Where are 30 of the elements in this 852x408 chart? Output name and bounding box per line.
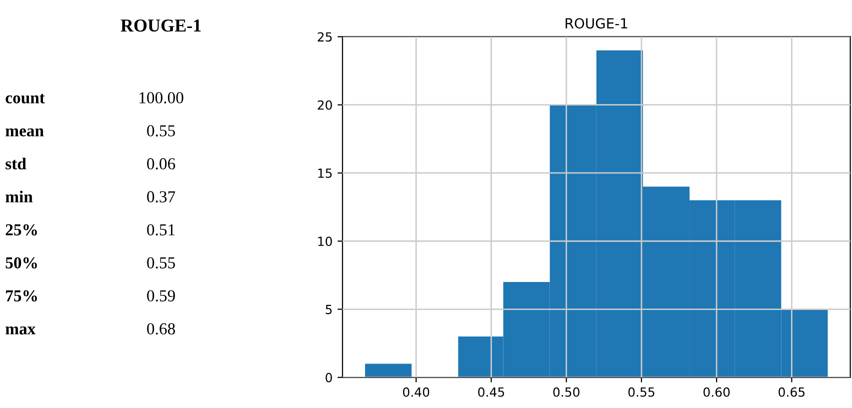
y-tick-label: 15 — [318, 168, 332, 178]
text: 0.68 — [147, 323, 175, 335]
text: 100.00 — [140, 92, 184, 104]
text: 0.59 — [147, 290, 175, 302]
chart-title: ROUGE-1 — [566, 18, 628, 29]
text: count — [6, 94, 45, 104]
x-tick-label: 0.65 — [778, 387, 805, 397]
y-tick-label: 0 — [326, 372, 332, 382]
x-tick-label: 0.60 — [703, 387, 730, 397]
text: 0.51 — [147, 224, 175, 236]
x-tick-label: 0.55 — [628, 387, 654, 397]
y-tick-label: 25 — [318, 32, 332, 42]
text: 0.37 — [147, 191, 176, 203]
text: 25% — [6, 224, 37, 236]
text: max — [6, 326, 36, 334]
y-tick-label: 20 — [318, 100, 332, 110]
text: 0.55 — [147, 257, 175, 269]
text: min — [6, 190, 33, 202]
text: std — [6, 158, 26, 170]
text: 50% — [6, 257, 37, 269]
text: 0.55 — [147, 125, 175, 136]
x-tick-label: 0.50 — [553, 387, 580, 397]
text: 0.06 — [147, 158, 176, 170]
y-tick-label: 5 — [326, 304, 332, 314]
y-tick-label: 10 — [318, 236, 332, 246]
text: mean — [6, 128, 44, 136]
text: 75% — [6, 290, 37, 302]
text: ROUGE-1 — [120, 20, 201, 32]
x-tick-label: 0.40 — [403, 387, 430, 397]
x-tick-label: 0.45 — [478, 387, 504, 397]
